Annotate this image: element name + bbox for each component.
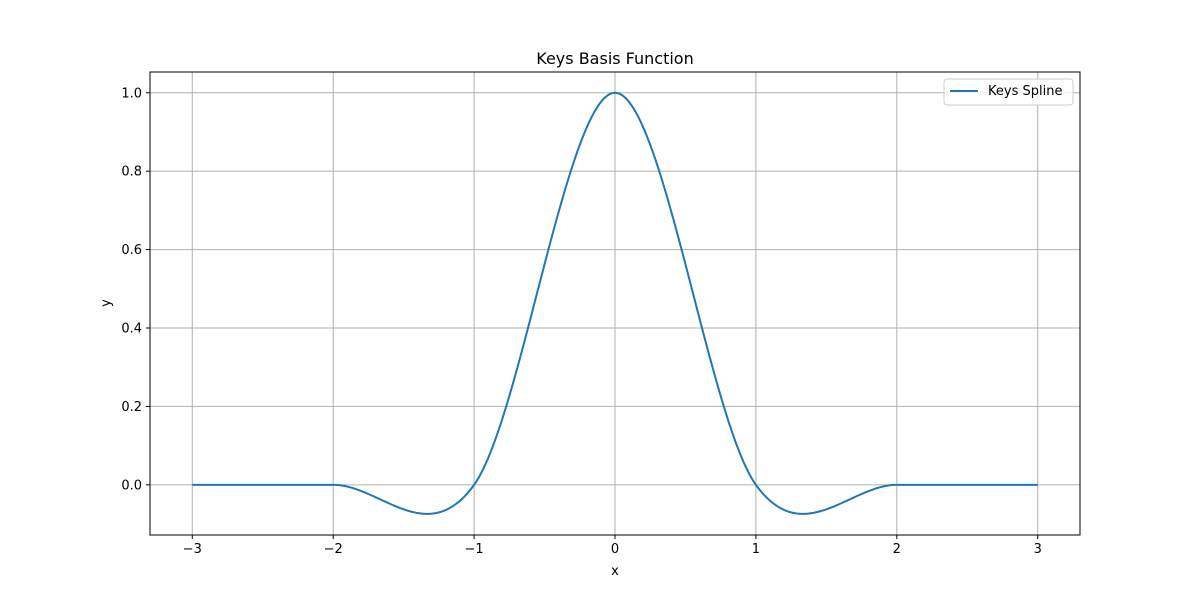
data-point bbox=[445, 509, 447, 511]
data-point bbox=[868, 490, 870, 492]
series-line-keys-spline bbox=[192, 91, 1038, 515]
data-point bbox=[699, 305, 701, 307]
x-axis-ticks: −3 −2 −1 0 1 2 3 bbox=[183, 535, 1042, 557]
chart-title: Keys Basis Function bbox=[536, 49, 693, 68]
x-tick-label: 2 bbox=[893, 542, 901, 557]
data-point bbox=[360, 490, 362, 492]
data-point bbox=[558, 198, 560, 200]
data-point bbox=[839, 503, 841, 505]
data-point bbox=[755, 484, 757, 486]
y-tick-label: 0.2 bbox=[121, 400, 142, 415]
data-point bbox=[473, 484, 475, 486]
data-point bbox=[586, 118, 588, 120]
y-axis-label: y bbox=[99, 299, 114, 307]
data-point bbox=[642, 118, 644, 120]
series-layer bbox=[191, 91, 1039, 515]
x-tick-label: −3 bbox=[183, 542, 202, 557]
data-point bbox=[501, 409, 503, 411]
data-point bbox=[802, 513, 804, 515]
data-point bbox=[980, 484, 982, 486]
data-point bbox=[248, 484, 250, 486]
data-point bbox=[1037, 484, 1039, 486]
data-point bbox=[426, 513, 428, 515]
x-tick-label: 0 bbox=[611, 542, 619, 557]
data-point bbox=[304, 484, 306, 486]
legend: Keys Spline bbox=[943, 78, 1074, 106]
data-point bbox=[811, 512, 813, 514]
data-point bbox=[614, 92, 616, 94]
data-point bbox=[529, 305, 531, 307]
data-point bbox=[670, 198, 672, 200]
y-tick-label: 0.8 bbox=[121, 165, 142, 180]
y-axis-ticks: 0.0 0.2 0.4 0.6 0.8 1.0 bbox=[121, 86, 150, 493]
data-point bbox=[389, 503, 391, 505]
data-point bbox=[1009, 484, 1011, 486]
legend-label: Keys Spline bbox=[988, 84, 1062, 99]
data-point bbox=[727, 409, 729, 411]
y-tick-label: 0.6 bbox=[121, 243, 142, 258]
x-tick-label: −2 bbox=[324, 542, 343, 557]
x-axis-label: x bbox=[611, 564, 619, 579]
x-tick-label: 1 bbox=[752, 542, 760, 557]
data-point bbox=[896, 484, 898, 486]
data-point bbox=[276, 484, 278, 486]
data-point bbox=[417, 512, 419, 514]
data-point bbox=[783, 509, 785, 511]
y-tick-label: 0.0 bbox=[121, 478, 142, 493]
data-point bbox=[191, 484, 193, 486]
y-tick-label: 0.4 bbox=[121, 322, 142, 337]
x-tick-label: −1 bbox=[465, 542, 484, 557]
x-tick-label: 3 bbox=[1034, 542, 1042, 557]
y-tick-label: 1.0 bbox=[121, 86, 142, 101]
data-point bbox=[924, 484, 926, 486]
data-point bbox=[332, 484, 334, 486]
data-point bbox=[219, 484, 221, 486]
legend-box bbox=[943, 78, 1074, 106]
data-point bbox=[952, 484, 954, 486]
